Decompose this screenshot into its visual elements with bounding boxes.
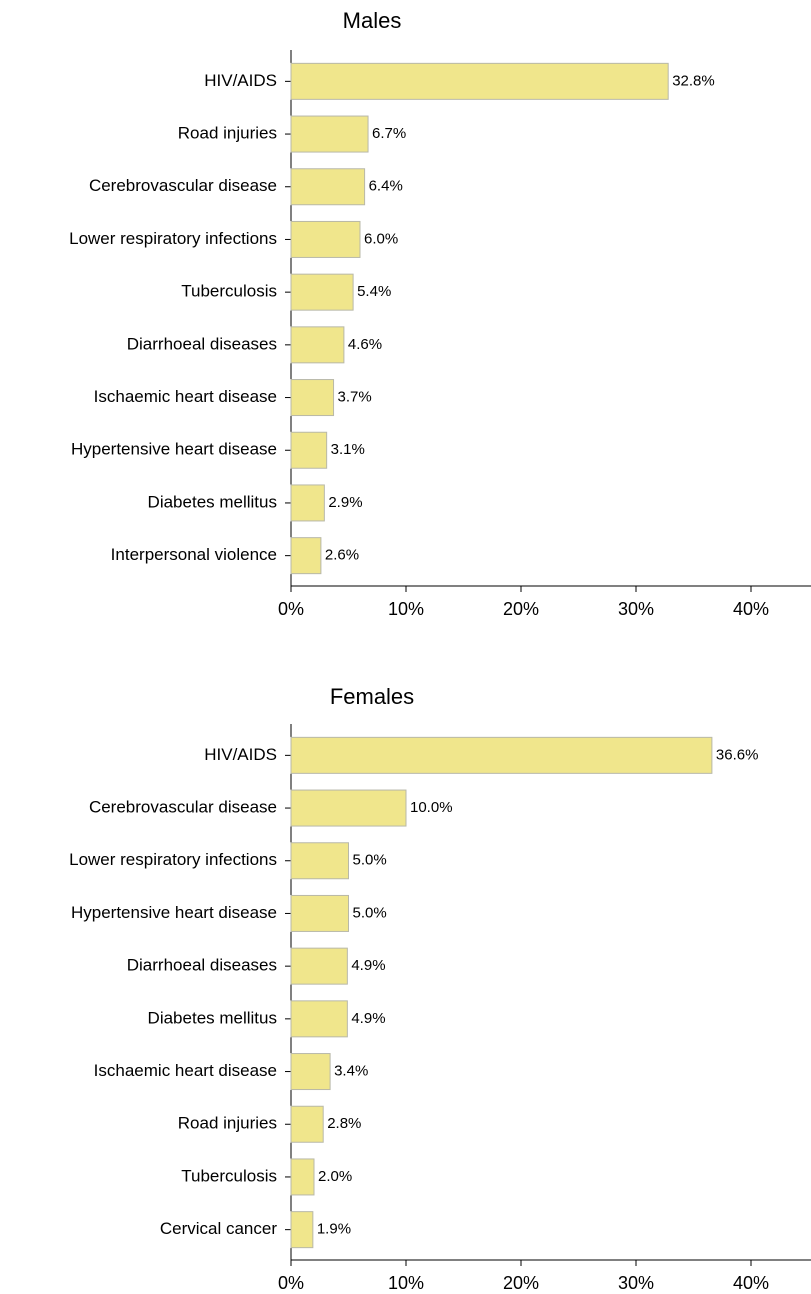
data-label: 5.4% <box>357 283 391 300</box>
y-tick-label: HIV/AIDS <box>204 745 277 764</box>
bar <box>290 1000 348 1038</box>
y-tick-label: Diarrhoeal diseases <box>127 334 277 353</box>
y-tick-label: HIV/AIDS <box>204 71 277 90</box>
y-tick-label: Lower respiratory infections <box>69 229 277 248</box>
data-label: 6.7% <box>372 125 406 142</box>
bar <box>290 736 713 774</box>
bar <box>290 1158 315 1196</box>
bar <box>290 273 354 311</box>
data-label: 1.9% <box>317 1221 351 1238</box>
data-label: 2.6% <box>325 547 359 564</box>
x-tick-label: 0% <box>278 1273 304 1293</box>
y-tick-label: Ischaemic heart disease <box>94 1061 277 1080</box>
bar <box>290 842 349 880</box>
x-tick-label: 20% <box>503 599 539 619</box>
data-label: 5.0% <box>353 904 387 921</box>
bar <box>290 168 366 206</box>
y-tick-label: Diabetes mellitus <box>148 492 277 511</box>
y-tick-label: Road injuries <box>178 1114 277 1133</box>
x-tick-label: 0% <box>278 599 304 619</box>
data-label: 3.7% <box>338 389 372 406</box>
y-tick-label: Interpersonal violence <box>111 545 277 564</box>
data-label: 2.0% <box>318 1168 352 1185</box>
bar <box>290 220 361 258</box>
data-label: 6.0% <box>364 230 398 247</box>
y-tick-label: Ischaemic heart disease <box>94 387 277 406</box>
data-label: 4.9% <box>351 1010 385 1027</box>
data-label: 5.0% <box>353 852 387 869</box>
x-tick-label: 10% <box>388 1273 424 1293</box>
data-label: 10.0% <box>410 799 453 816</box>
y-tick-label: Diabetes mellitus <box>148 1008 277 1027</box>
x-tick-label: 30% <box>618 599 654 619</box>
data-label: 2.8% <box>327 1115 361 1132</box>
x-tick-label: 40% <box>733 1273 769 1293</box>
y-tick-label: Road injuries <box>178 124 277 143</box>
y-tick-label: Tuberculosis <box>181 282 277 301</box>
data-label: 32.8% <box>672 72 715 89</box>
chart-title: Females <box>330 684 414 709</box>
data-label: 3.4% <box>334 1063 368 1080</box>
bar <box>290 62 669 100</box>
y-tick-label: Tuberculosis <box>181 1166 277 1185</box>
bar <box>290 537 322 575</box>
chart-title: Males <box>343 8 402 33</box>
x-tick-label: 40% <box>733 599 769 619</box>
bar <box>290 115 369 153</box>
data-label: 6.4% <box>369 178 403 195</box>
y-tick-label: Cerebrovascular disease <box>89 176 277 195</box>
bar <box>290 1211 314 1249</box>
x-tick-label: 10% <box>388 599 424 619</box>
data-label: 3.1% <box>331 441 365 458</box>
bar <box>290 484 325 522</box>
x-tick-label: 30% <box>618 1273 654 1293</box>
y-tick-label: Lower respiratory infections <box>69 850 277 869</box>
y-tick-label: Hypertensive heart disease <box>71 903 277 922</box>
x-tick-label: 20% <box>503 1273 539 1293</box>
y-tick-label: Cervical cancer <box>160 1219 277 1238</box>
y-tick-label: Diarrhoeal diseases <box>127 956 277 975</box>
bar <box>290 379 335 417</box>
bar <box>290 1053 331 1091</box>
bar <box>290 1105 324 1143</box>
y-tick-label: Hypertensive heart disease <box>71 440 277 459</box>
data-label: 4.6% <box>348 336 382 353</box>
bar <box>290 894 349 932</box>
data-label: 2.9% <box>328 494 362 511</box>
y-tick-label: Cerebrovascular disease <box>89 798 277 817</box>
bar <box>290 431 328 469</box>
bar <box>290 326 345 364</box>
data-label: 36.6% <box>716 746 759 763</box>
bar <box>290 789 407 827</box>
bar <box>290 947 348 985</box>
data-label: 4.9% <box>351 957 385 974</box>
